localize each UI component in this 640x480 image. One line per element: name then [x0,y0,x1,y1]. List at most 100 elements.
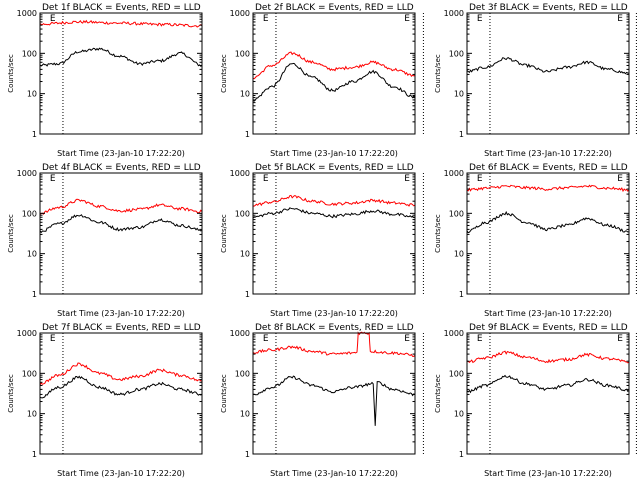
y-tick-label: 1 [245,450,250,459]
y-tick-label: 1 [32,130,37,139]
y-tick-label: 1000 [230,329,250,338]
y-tick-label: 1 [245,290,250,299]
y-axis-label: Counts/sec [7,374,15,413]
plot-frame [39,332,203,455]
plot-frame [39,12,203,135]
y-tick-label: 1000 [444,169,464,178]
panel-title: Det 1f BLACK = Events, RED = LLD [42,3,201,13]
y-tick-label: 10 [454,90,464,99]
y-tick-label: 1 [459,450,464,459]
plot-frame [466,172,630,295]
y-tick-label: 1000 [230,9,250,18]
y-axis-label: Counts/sec [434,374,442,413]
y-tick-label: 1000 [444,9,464,18]
y-tick-label: 1000 [230,169,250,178]
series-line-black [252,375,416,426]
y-tick-label: 10 [240,90,250,99]
y-tick-label: 100 [449,49,464,58]
series-line-black [252,62,416,102]
y-tick-label: 10 [27,410,37,419]
y-tick-label: 10 [240,250,250,259]
y-tick-label: 1000 [17,169,37,178]
x-axis-label: Start Time (23-Jan-10 17:22:20) [57,309,185,318]
panel-title: Det 6f BLACK = Events, RED = LLD [469,163,628,173]
panel-title: Det 3f BLACK = Events, RED = LLD [469,3,628,13]
series-line-red [39,19,203,28]
panel-1: Det 1f BLACK = Events, RED = LLD E E 1 10 100… [7,3,424,158]
panel-title: Det 4f BLACK = Events, RED = LLD [42,163,201,173]
panel-title: Det 8f BLACK = Events, RED = LLD [255,323,414,333]
x-axis-label: Start Time (23-Jan-10 17:22:20) [270,469,398,478]
x-axis-label: Start Time (23-Jan-10 17:22:20) [270,309,398,318]
plot-frame [39,172,203,295]
y-tick-label: 10 [454,250,464,259]
y-axis-label: Counts/sec [434,214,442,253]
x-axis-label: Start Time (23-Jan-10 17:22:20) [270,149,398,158]
y-tick-label: 100 [235,209,250,218]
y-axis-label: Counts/sec [220,54,228,93]
y-tick-label: 100 [449,209,464,218]
event-marker: E [50,334,56,344]
y-axis-label: Counts/sec [7,214,15,253]
event-marker: E [477,14,483,24]
y-axis-label: Counts/sec [434,54,442,93]
series-line-black [39,214,203,234]
plot-frame [252,332,416,455]
y-tick-label: 1 [32,450,37,459]
series-line-red [39,362,202,386]
y-tick-label: 1 [459,130,464,139]
y-tick-label: 1000 [17,329,37,338]
x-axis-label: Start Time (23-Jan-10 17:22:20) [484,309,612,318]
plot-frame [252,12,416,135]
y-tick-label: 100 [235,49,250,58]
panel-title: Det 5f BLACK = Events, RED = LLD [255,163,414,173]
series-line-red [252,194,416,207]
plot-frame [252,172,416,295]
series-line-black [466,57,630,75]
y-axis-label: Counts/sec [7,54,15,93]
y-tick-label: 100 [449,369,464,378]
y-tick-label: 1000 [444,329,464,338]
series-line-black [39,47,203,67]
series-line-black [466,374,630,394]
event-marker: E [617,174,623,184]
event-marker: E [404,14,410,24]
y-tick-label: 10 [27,250,37,259]
event-marker: E [50,174,56,184]
plot-frame [466,12,630,135]
event-marker: E [263,334,269,344]
x-axis-label: Start Time (23-Jan-10 17:22:20) [484,469,612,478]
y-tick-label: 1 [32,290,37,299]
y-tick-label: 100 [22,49,37,58]
event-marker: E [404,334,410,344]
x-axis-label: Start Time (23-Jan-10 17:22:20) [484,149,612,158]
y-tick-label: 100 [235,369,250,378]
event-marker: E [477,334,483,344]
event-marker: E [404,174,410,184]
series-line-black [252,207,416,219]
event-marker: E [477,174,483,184]
event-marker: E [617,334,623,344]
event-marker: E [263,174,269,184]
plot-frame [466,332,630,455]
panel-title: Det 9f BLACK = Events, RED = LLD [469,323,628,333]
series-line-red [252,51,416,80]
event-marker: E [617,14,623,24]
y-tick-label: 10 [454,410,464,419]
series-line-red [39,198,203,215]
y-tick-label: 1 [245,130,250,139]
panel-title: Det 7f BLACK = Events, RED = LLD [42,323,201,333]
y-tick-label: 100 [22,209,37,218]
y-tick-label: 100 [22,369,37,378]
panel-title: Det 2f BLACK = Events, RED = LLD [255,3,414,13]
series-line-red [252,331,416,357]
event-marker: E [263,14,269,24]
y-tick-label: 10 [240,410,250,419]
